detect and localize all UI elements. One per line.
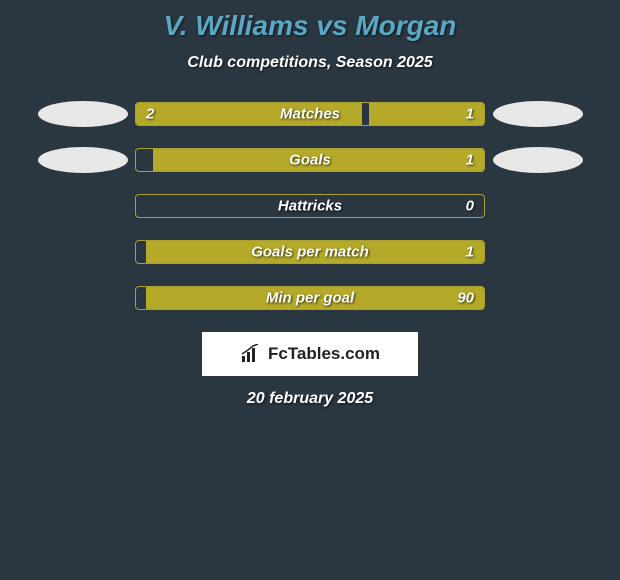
comparison-infographic: V. Williams vs Morgan Club competitions,… bbox=[0, 0, 620, 408]
bar-label: Goals per match bbox=[251, 244, 369, 261]
right-value: 0 bbox=[466, 198, 474, 215]
right-flag-slot bbox=[485, 147, 590, 173]
page-subtitle: Club competitions, Season 2025 bbox=[0, 54, 620, 72]
stat-row: Goals per match 1 bbox=[0, 240, 620, 264]
right-value: 90 bbox=[457, 290, 474, 307]
right-value: 1 bbox=[466, 244, 474, 261]
bar-label: Goals bbox=[289, 152, 331, 169]
logo-text: FcTables.com bbox=[268, 344, 380, 364]
flag-icon bbox=[38, 101, 128, 127]
stat-row: Goals 1 bbox=[0, 148, 620, 172]
stat-bar: Hattricks 0 bbox=[135, 194, 485, 218]
stat-row: Min per goal 90 bbox=[0, 286, 620, 310]
stat-row: Hattricks 0 bbox=[0, 194, 620, 218]
bar-chart-icon bbox=[240, 344, 262, 364]
stat-bar: Min per goal 90 bbox=[135, 286, 485, 310]
flag-icon bbox=[493, 147, 583, 173]
bar-label: Hattricks bbox=[278, 198, 342, 215]
left-flag-slot bbox=[30, 101, 135, 127]
stat-row: Matches 2 1 bbox=[0, 102, 620, 126]
right-value: 1 bbox=[466, 106, 474, 123]
bar-label: Min per goal bbox=[266, 290, 354, 307]
left-flag-slot bbox=[30, 147, 135, 173]
right-flag-slot bbox=[485, 101, 590, 127]
right-value: 1 bbox=[466, 152, 474, 169]
page-title: V. Williams vs Morgan bbox=[0, 10, 620, 42]
stat-bar: Goals 1 bbox=[135, 148, 485, 172]
stat-bar: Matches 2 1 bbox=[135, 102, 485, 126]
flag-icon bbox=[38, 147, 128, 173]
source-logo: FcTables.com bbox=[202, 332, 418, 376]
date-text: 20 february 2025 bbox=[0, 390, 620, 408]
stat-bar: Goals per match 1 bbox=[135, 240, 485, 264]
stat-rows: Matches 2 1 Goals 1 Hattricks 0 Goals per match… bbox=[0, 102, 620, 310]
bar-label: Matches bbox=[280, 106, 340, 123]
left-value: 2 bbox=[146, 106, 154, 123]
flag-icon bbox=[493, 101, 583, 127]
